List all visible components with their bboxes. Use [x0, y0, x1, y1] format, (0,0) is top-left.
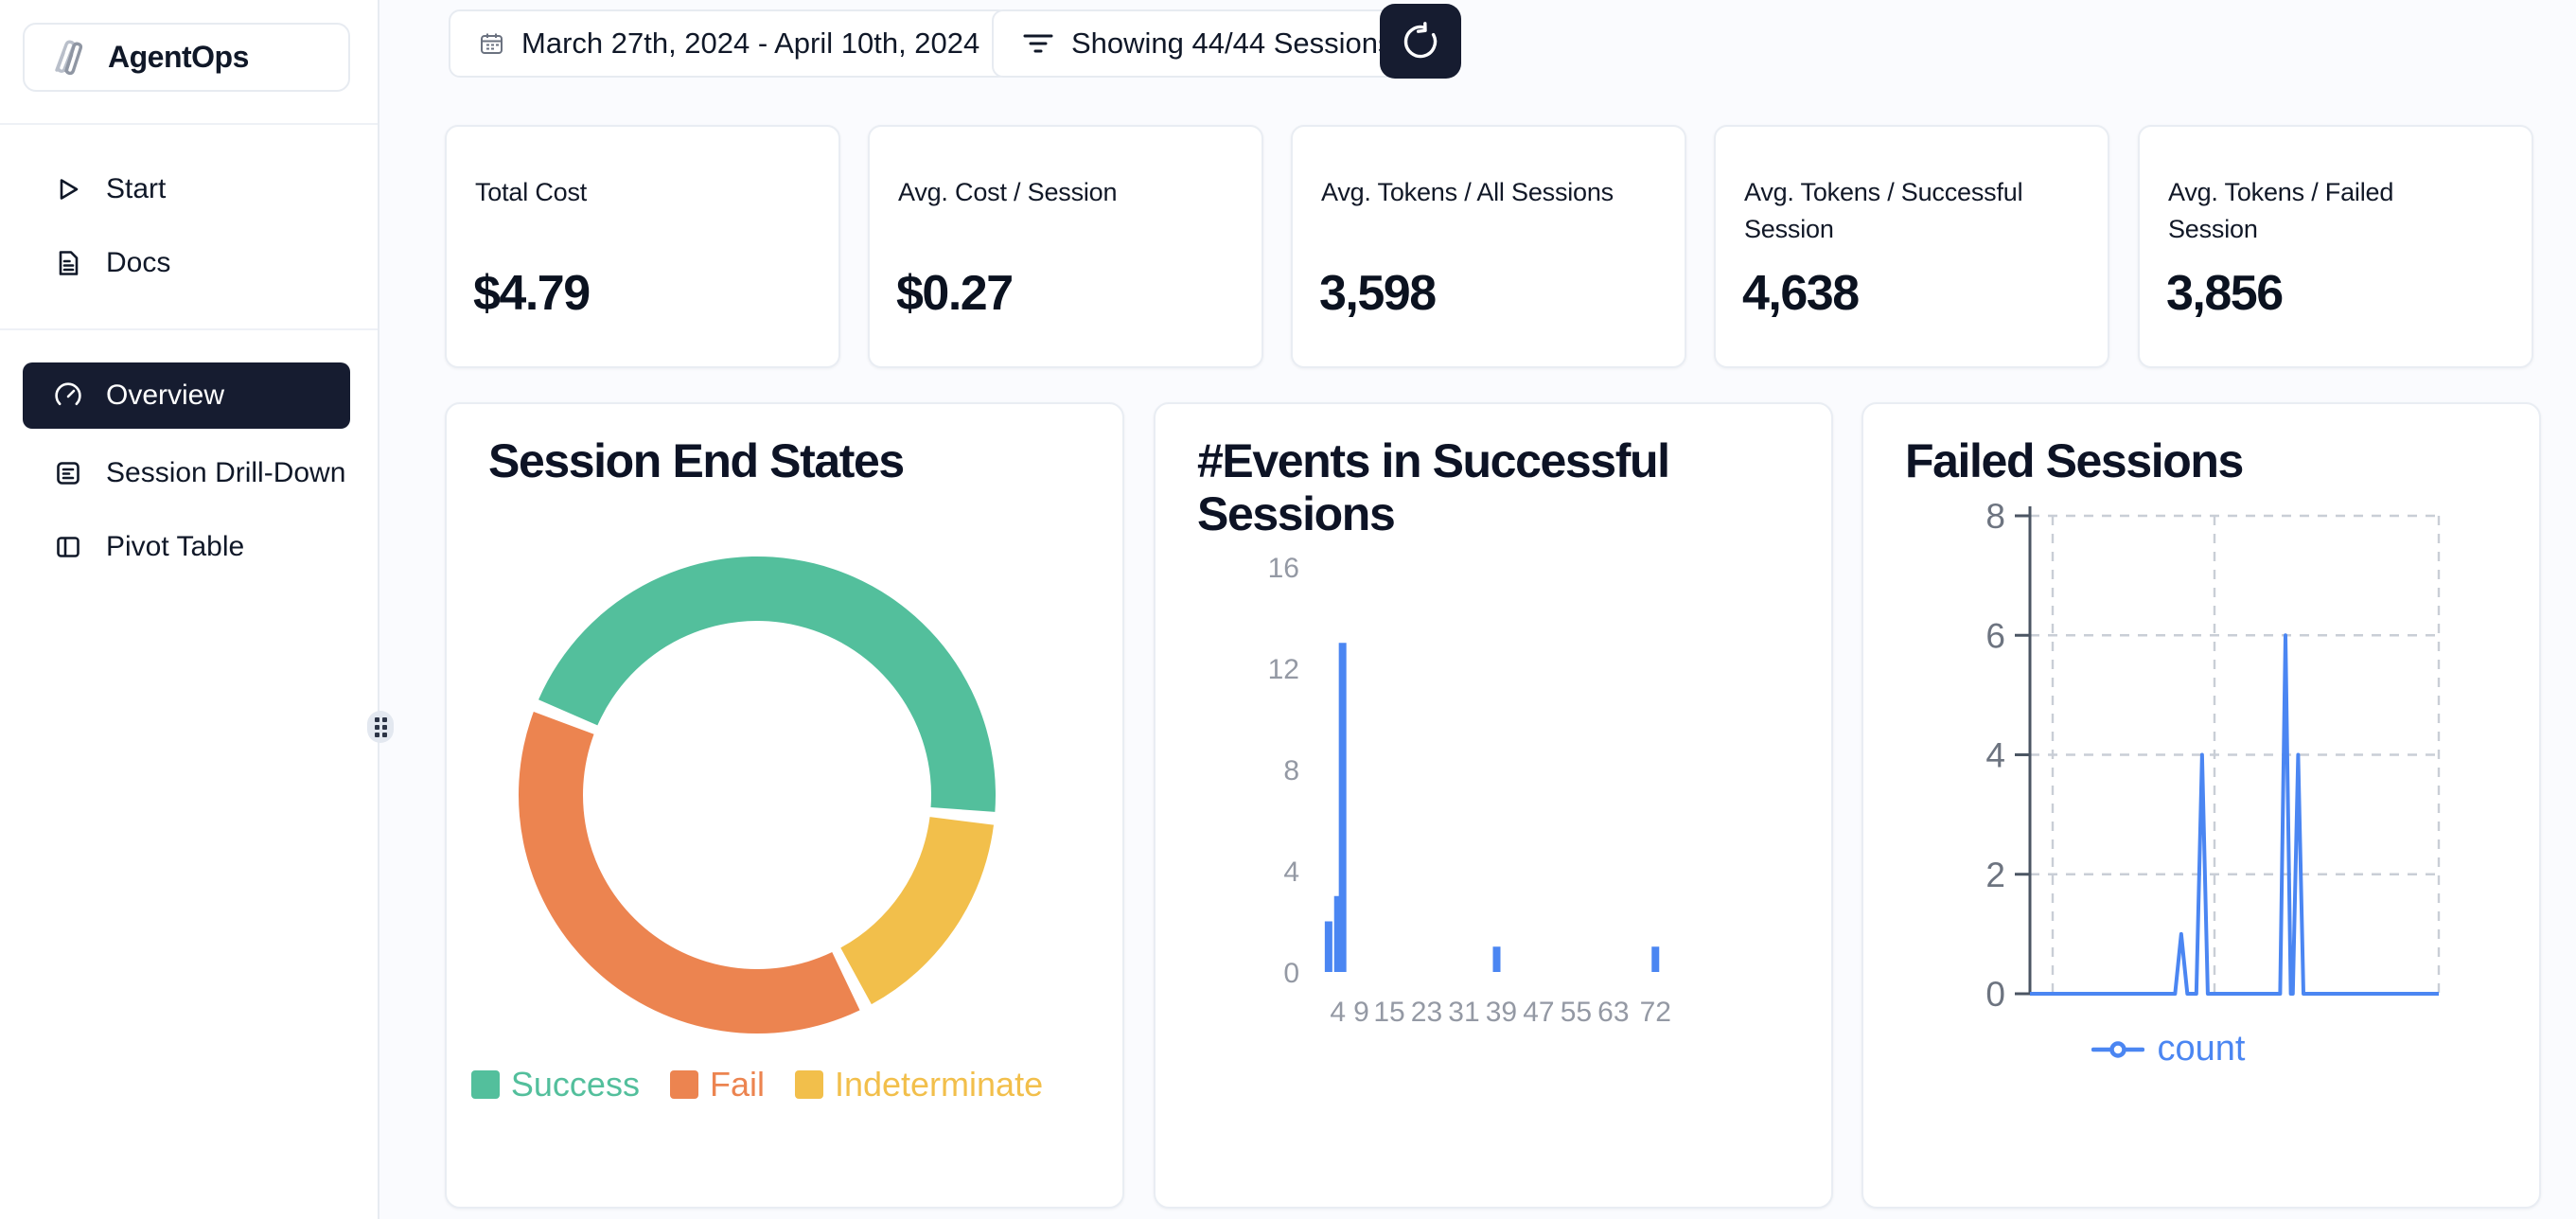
histogram-bar: [1333, 895, 1342, 972]
stat-card-total-cost: Total Cost $4.79: [445, 125, 840, 368]
legend-swatch: [669, 1070, 698, 1099]
sidebar-item-label: Docs: [106, 247, 171, 278]
stat-label: Avg. Cost / Session: [898, 178, 1118, 206]
legend-label: Fail: [709, 1065, 765, 1104]
calendar-icon: [479, 31, 504, 57]
sidebar-item-label: Start: [106, 173, 167, 204]
legend-label: Success: [510, 1065, 640, 1104]
x-tick-label: 39: [1486, 997, 1517, 1028]
stat-card-avg-tokens-failed: Avg. Tokens / Failed Session 3,856: [2138, 125, 2533, 368]
sidebar-item-label: Pivot Table: [106, 531, 245, 562]
sidebar-item-start[interactable]: Start: [23, 162, 350, 217]
sidebar-item-label: Overview: [106, 380, 225, 411]
histogram-bar: [1324, 921, 1332, 972]
legend-item-success[interactable]: Success: [470, 1065, 640, 1104]
sidebar-divider: [0, 123, 378, 125]
refresh-button[interactable]: [1380, 4, 1461, 79]
legend-swatch: [794, 1070, 823, 1099]
stat-card-avg-tokens-successful: Avg. Tokens / Successful Session 4,638: [1714, 125, 2109, 368]
legend-item-indeterminate[interactable]: Indeterminate: [794, 1065, 1044, 1104]
donut-slice-indeterminate: [840, 817, 995, 1005]
legend-label: Indeterminate: [834, 1065, 1044, 1104]
sidebar-item-session-drill-down[interactable]: Session Drill-Down: [23, 446, 350, 501]
y-tick-label: 0: [1985, 975, 2005, 1014]
sidebar: AgentOps Start Docs: [0, 0, 379, 1219]
donut-slice-success: [538, 556, 996, 812]
x-tick-label: 23: [1411, 997, 1442, 1028]
chart-title: #Events in Successful Sessions: [1197, 434, 1670, 540]
stat-card-avg-cost-session: Avg. Cost / Session $0.27: [868, 125, 1263, 368]
stat-value: 4,638: [1742, 266, 1860, 321]
failed-sessions-card: Failed Sessions 0 2 4 6 8 count: [1861, 402, 2541, 1209]
sidebar-item-pivot-table[interactable]: Pivot Table: [23, 520, 350, 574]
x-tick-label: 9: [1353, 997, 1369, 1028]
x-tick-label: 4: [1330, 997, 1346, 1028]
events-successful-sessions-card: #Events in Successful Sessions 16 12 8 4 0 4 9…: [1154, 402, 1833, 1209]
legend-label: count: [2157, 1029, 2246, 1069]
chart-title: Session End States: [488, 434, 905, 487]
histogram-bar: [1338, 643, 1347, 972]
line-series-icon: [2091, 1039, 2144, 1060]
count-legend[interactable]: count: [1863, 1029, 2473, 1069]
y-tick-label: 2: [1985, 856, 2005, 894]
stat-label: Total Cost: [475, 178, 588, 206]
y-tick-label: 4: [1283, 857, 1299, 888]
paperclip-logo-icon: [47, 36, 91, 80]
x-tick-label: 55: [1561, 997, 1592, 1028]
stat-value: 3,598: [1319, 266, 1437, 321]
x-tick-label: 72: [1640, 997, 1671, 1028]
sidebar-item-overview[interactable]: Overview: [23, 362, 350, 429]
x-tick-label: 63: [1597, 997, 1629, 1028]
stat-value: $4.79: [473, 266, 591, 321]
date-range-button[interactable]: March 27th, 2024 - April 10th, 2024: [449, 9, 1011, 78]
legend-swatch: [470, 1070, 500, 1099]
y-tick-label: 12: [1268, 654, 1299, 685]
histogram-bar: [1492, 946, 1501, 972]
refresh-icon: [1401, 21, 1440, 62]
chart-title: Failed Sessions: [1905, 434, 2244, 487]
stat-label: Avg. Tokens / Successful Session: [1744, 178, 2023, 244]
y-tick-label: 8: [1283, 755, 1299, 786]
histogram-bar: [1651, 946, 1660, 972]
docs-icon: [53, 248, 83, 278]
play-icon: [53, 174, 83, 204]
session-filter-label: Showing 44/44 Sessions: [1071, 26, 1393, 60]
logo-text: AgentOps: [108, 40, 249, 74]
y-tick-label: 4: [1985, 736, 2005, 775]
x-tick-label: 47: [1523, 997, 1554, 1028]
stat-card-avg-tokens-all: Avg. Tokens / All Sessions 3,598: [1291, 125, 1686, 368]
donut-legend: Success Fail Indeterminate: [447, 1065, 1067, 1104]
y-tick-label: 6: [1985, 616, 2005, 655]
sidebar-resize-handle[interactable]: [367, 711, 394, 743]
session-filter-button[interactable]: Showing 44/44 Sessions: [992, 9, 1423, 78]
filter-icon: [1022, 30, 1054, 57]
x-tick-label: 31: [1448, 997, 1479, 1028]
session-end-states-card: Session End States Success Fail Indeterm…: [445, 402, 1124, 1209]
stat-label: Avg. Tokens / All Sessions: [1321, 178, 1614, 206]
logo[interactable]: AgentOps: [23, 23, 350, 92]
list-icon: [53, 458, 83, 488]
y-tick-label: 16: [1268, 553, 1299, 584]
stat-label: Avg. Tokens / Failed Session: [2168, 178, 2394, 244]
session-end-states-donut-chart: [519, 556, 996, 1034]
failed-sessions-line-chart: 0 2 4 6 8: [1985, 497, 2441, 1014]
sidebar-divider: [0, 328, 378, 330]
count-line: [2030, 633, 2439, 996]
legend-item-fail[interactable]: Fail: [669, 1065, 765, 1104]
stat-value: $0.27: [896, 266, 1014, 321]
x-tick-label: 15: [1373, 997, 1404, 1028]
panel-layout-icon: [53, 532, 83, 562]
y-tick-label: 0: [1283, 958, 1299, 989]
drag-dots-icon: [374, 716, 387, 737]
donut-slice-fail: [519, 712, 860, 1034]
sidebar-item-label: Session Drill-Down: [106, 457, 346, 488]
y-tick-label: 8: [1985, 497, 2005, 536]
gauge-icon: [53, 380, 83, 411]
date-range-label: March 27th, 2024 - April 10th, 2024: [521, 26, 980, 60]
sidebar-item-docs[interactable]: Docs: [23, 236, 350, 291]
stat-value: 3,856: [2166, 266, 2284, 321]
